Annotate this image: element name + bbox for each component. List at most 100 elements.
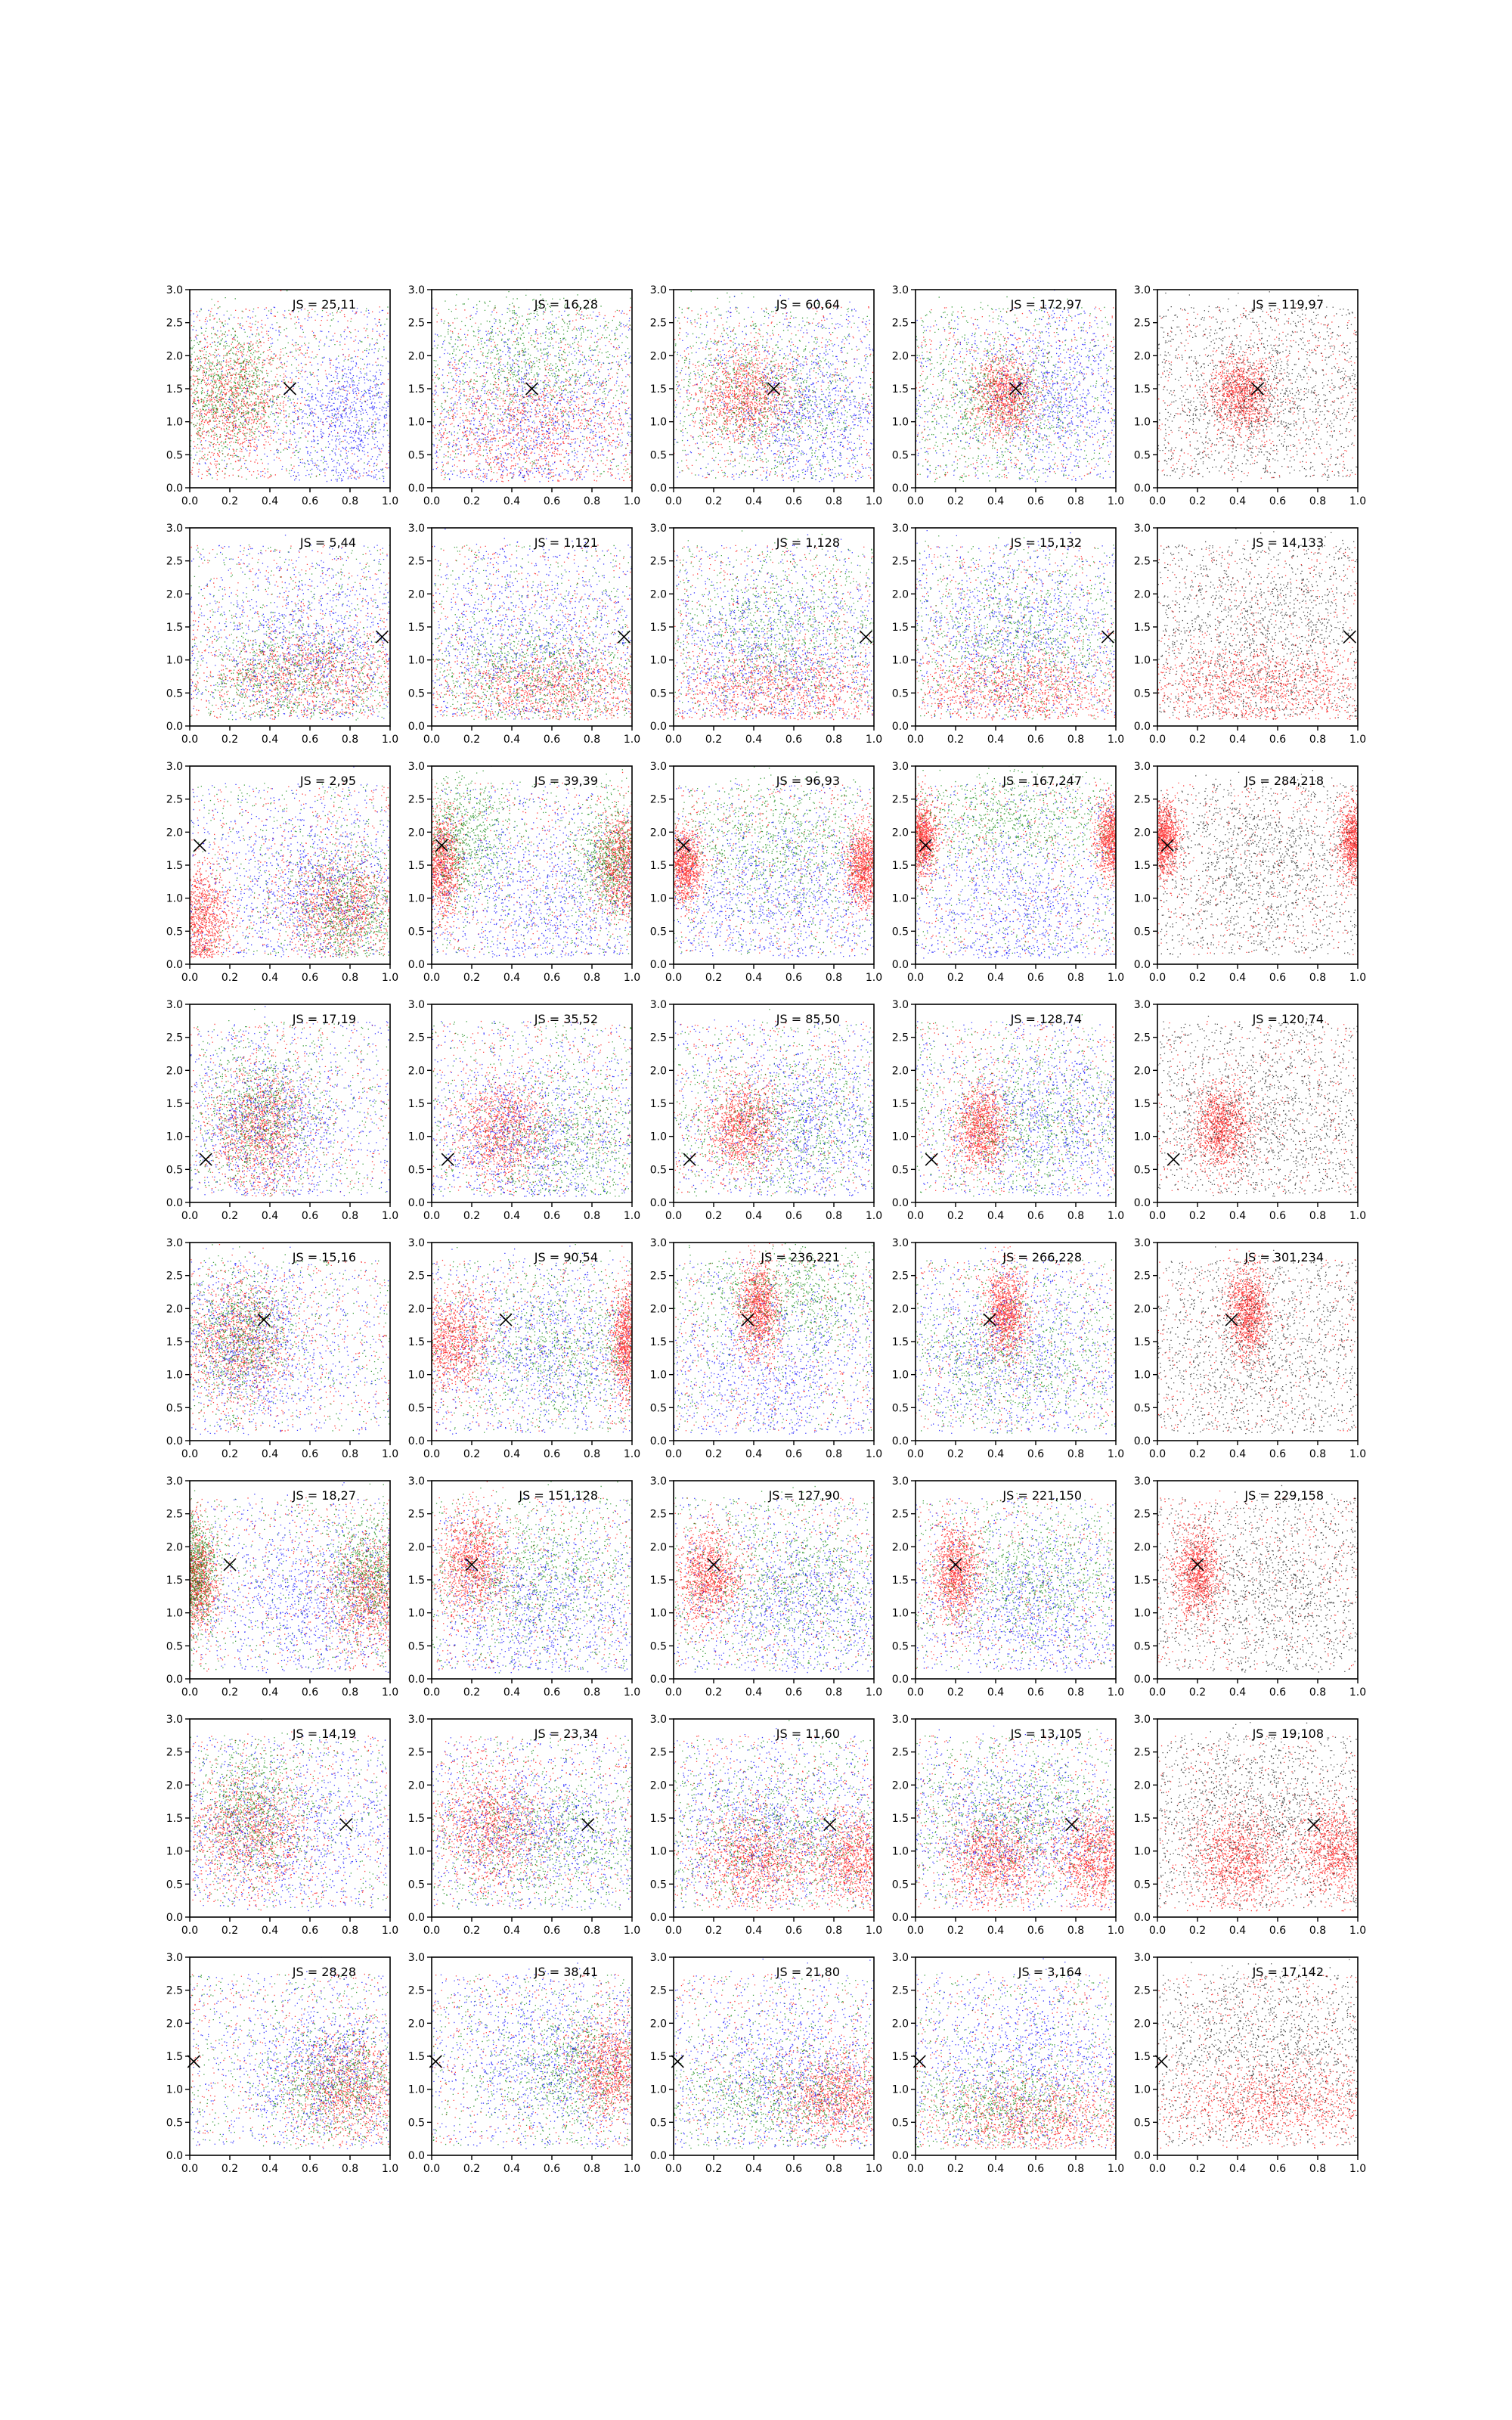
x-tick-label: 1.0 <box>1108 972 1124 984</box>
js-label: JS = 14,133 <box>1252 535 1324 550</box>
y-tick-label: 0.5 <box>892 1879 909 1891</box>
x-tick-label: 0.6 <box>544 1210 560 1222</box>
x-tick-label: 0.4 <box>987 2163 1004 2175</box>
x-tick-label: 0.2 <box>222 495 238 507</box>
x-tick-label: 1.0 <box>866 495 882 507</box>
x-tick-label: 0.6 <box>785 495 802 507</box>
y-tick-label: 3.0 <box>1134 284 1151 296</box>
x-tick-label: 0.4 <box>503 1210 520 1222</box>
x-tick-label: 0.4 <box>503 1686 520 1699</box>
y-tick-label: 0.5 <box>408 2117 425 2129</box>
subplot-5-2: 0.0 0.2 0.4 0.6 0.8 1.00.00.51.01.52.02.53.0J… <box>586 1459 981 1699</box>
x-tick-label: 0.8 <box>1067 495 1084 507</box>
y-tick-label: 0.0 <box>408 1197 425 1209</box>
x-tick-label: 0.6 <box>1027 495 1044 507</box>
subplot-3-0: 0.0 0.2 0.4 0.6 0.8 1.00.00.51.01.52.02.53.0J… <box>129 984 415 1222</box>
y-tick-label: 0.5 <box>408 1164 425 1176</box>
x-tick-label: 0.0 <box>1149 1686 1166 1699</box>
y-tick-label: 3.0 <box>408 1237 425 1249</box>
axes-frame <box>916 766 1116 964</box>
js-label: JS = 35,52 <box>534 1012 598 1026</box>
x-tick-label: 0.2 <box>463 1210 480 1222</box>
x-tick-label: 0.8 <box>826 2163 842 2175</box>
x-tick-label: 0.6 <box>544 734 560 746</box>
y-tick-label: 1.5 <box>650 1813 667 1825</box>
y-tick-label: 2.0 <box>1134 1303 1151 1315</box>
y-tick-label: 2.0 <box>166 1065 183 1077</box>
axes-frame <box>1157 1243 1358 1441</box>
x-tick-label: 0.2 <box>1189 495 1206 507</box>
y-tick-label: 1.0 <box>166 1608 183 1620</box>
y-tick-label: 2.0 <box>408 350 425 362</box>
x-tick-label: 0.4 <box>503 1925 520 1937</box>
scatter-series-red <box>1158 307 1357 479</box>
subplot-7-4: 0.0 0.2 0.4 0.6 0.8 1.00.00.51.01.52.02.53.0J… <box>1072 1908 1455 2175</box>
scatter-series-blue <box>375 1931 736 2149</box>
x-tick-label: 0.8 <box>584 1448 600 1460</box>
x-tick-label: 0.8 <box>826 972 842 984</box>
y-tick-label: 2.0 <box>1134 1065 1151 1077</box>
x-tick-label: 0.4 <box>987 1448 1004 1460</box>
x-marker <box>1343 631 1356 643</box>
y-tick-label: 1.5 <box>650 860 667 872</box>
x-tick-label: 0.0 <box>665 495 682 507</box>
x-marker <box>860 631 872 643</box>
axes-frame <box>674 528 874 726</box>
x-tick-label: 0.8 <box>1067 734 1084 746</box>
y-tick-label: 0.0 <box>650 1197 667 1209</box>
y-tick-label: 1.0 <box>166 1846 183 1858</box>
y-tick-label: 3.0 <box>408 1475 425 1488</box>
x-tick-label: 0.8 <box>342 1686 358 1699</box>
y-tick-label: 3.0 <box>1134 761 1151 773</box>
x-tick-label: 0.2 <box>222 1925 238 1937</box>
x-tick-label: 0.8 <box>1309 734 1326 746</box>
x-tick-label: 1.0 <box>866 1686 882 1699</box>
y-tick-label: 0.5 <box>1134 1402 1151 1414</box>
x-tick-label: 0.8 <box>584 734 600 746</box>
y-tick-label: 1.5 <box>1134 2051 1151 2063</box>
x-tick-label: 0.2 <box>947 2163 964 2175</box>
y-tick-label: 3.0 <box>650 1475 667 1488</box>
y-tick-label: 2.5 <box>1134 318 1151 330</box>
x-tick-label: 1.0 <box>382 972 398 984</box>
scatter-series-blue <box>882 250 1174 482</box>
y-tick-label: 3.0 <box>1134 999 1151 1011</box>
y-tick-label: 0.5 <box>1134 1879 1151 1891</box>
js-label: JS = 15,16 <box>292 1250 356 1264</box>
js-label: JS = 229,158 <box>1244 1488 1324 1503</box>
y-tick-label: 1.0 <box>892 655 909 667</box>
y-tick-label: 0.5 <box>166 1402 183 1414</box>
y-tick-label: 0.0 <box>650 1674 667 1686</box>
scatter-points <box>570 1692 973 1911</box>
x-marker <box>683 1153 696 1165</box>
scatter-series-red <box>1157 1736 1407 1911</box>
y-tick-label: 1.0 <box>408 1370 425 1382</box>
y-tick-label: 1.5 <box>892 1098 909 1110</box>
x-tick-label: 0.6 <box>1027 1925 1044 1937</box>
y-tick-label: 0.0 <box>166 959 183 971</box>
scatter-series-red <box>656 1736 933 1912</box>
scatter-series-black <box>1038 1236 1494 1435</box>
y-tick-label: 2.0 <box>166 2018 183 2030</box>
x-tick-label: 1.0 <box>866 1925 882 1937</box>
scatter-series-red <box>1106 1974 1455 2149</box>
x-tick-label: 0.8 <box>1309 1210 1326 1222</box>
x-tick-label: 0.8 <box>1067 1686 1084 1699</box>
axes-frame <box>190 1243 390 1441</box>
x-tick-label: 0.8 <box>1067 1925 1084 1937</box>
scatter-series-blue <box>141 535 495 720</box>
js-label: JS = 151,128 <box>518 1488 598 1503</box>
y-tick-label: 1.5 <box>166 383 183 396</box>
y-tick-label: 2.0 <box>408 827 425 839</box>
scatter-points <box>1118 724 1397 958</box>
x-tick-label: 0.8 <box>584 1925 600 1937</box>
x-tick-label: 1.0 <box>624 1210 640 1222</box>
x-tick-label: 0.6 <box>1269 1448 1286 1460</box>
subplot-5-1: 0.0 0.2 0.4 0.6 0.8 1.00.00.51.01.52.02.53.0J… <box>339 1438 731 1699</box>
x-tick-label: 0.2 <box>705 1686 722 1699</box>
x-tick-label: 0.2 <box>1189 1925 1206 1937</box>
js-label: JS = 128,74 <box>1010 1012 1082 1026</box>
y-tick-label: 3.0 <box>892 1475 909 1488</box>
x-tick-label: 1.0 <box>1108 1448 1124 1460</box>
x-tick-label: 0.6 <box>785 1210 802 1222</box>
